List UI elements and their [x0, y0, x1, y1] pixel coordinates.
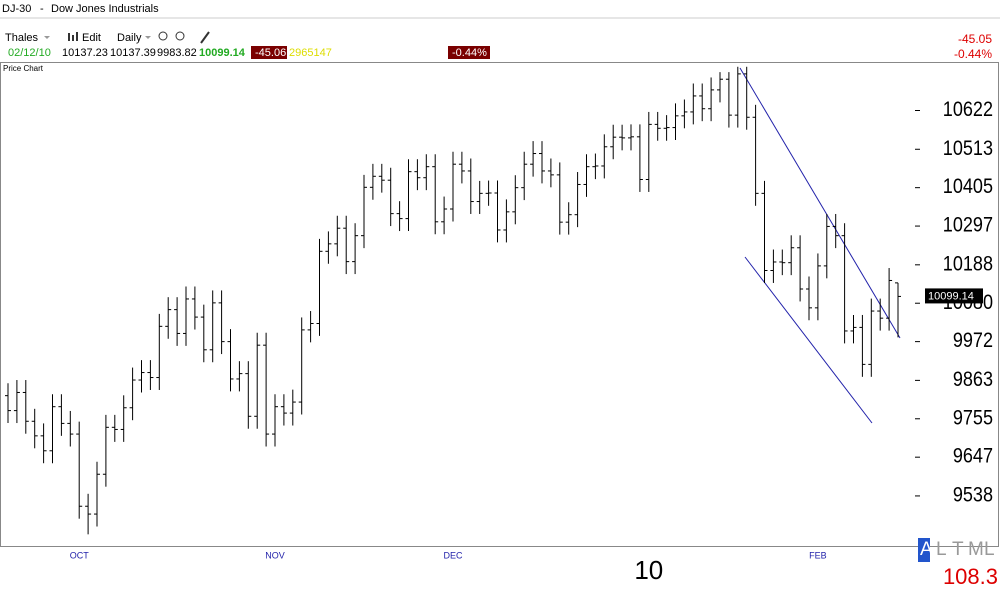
change-pct-box — [448, 46, 490, 59]
panel-label: Price Chart — [3, 64, 44, 73]
quote-change: -45.06 — [255, 47, 286, 59]
trend-line — [739, 67, 901, 339]
dropdown-arrow — [145, 36, 151, 39]
zoom-out-icon[interactable] — [175, 31, 185, 41]
quote-volume: 2965147 — [289, 47, 332, 59]
y-tick-label: 10513 — [943, 137, 993, 161]
y-tick-label: 10297 — [943, 213, 993, 237]
edit-button[interactable]: Edit — [82, 32, 101, 44]
x-tick-label: FEB — [809, 550, 827, 560]
x-tick-label: DEC — [443, 550, 463, 560]
mode-tab[interactable]: L — [936, 539, 947, 560]
instrument-name: Dow Jones Industrials — [51, 3, 159, 15]
y-tick-label: 9972 — [953, 329, 993, 353]
right-change-pct: -0.44% — [954, 47, 992, 61]
y-tick-label: 9647 — [953, 444, 993, 468]
symbol: DJ-30 — [2, 3, 31, 15]
last-price-label: 10099.14 — [928, 290, 974, 302]
y-tick-label: 10188 — [943, 252, 993, 276]
mode-tab[interactable]: M — [968, 539, 984, 560]
edit-icon — [72, 35, 74, 41]
x-tick-label: NOV — [265, 550, 285, 560]
draw-icon[interactable] — [200, 31, 210, 44]
x-tick-label: 10 — [634, 555, 663, 585]
trend-line — [744, 256, 873, 424]
mode-tab[interactable]: T — [952, 539, 964, 560]
y-tick-label: 10405 — [943, 175, 993, 199]
interval-menu[interactable]: Daily — [117, 32, 142, 44]
mode-tab[interactable]: L — [984, 539, 995, 560]
y-tick-label: 9538 — [953, 483, 993, 507]
y-tick-label: 10622 — [943, 98, 993, 122]
corner-value: 108.3 — [943, 564, 998, 589]
quote-low: 9983.82 — [157, 47, 197, 59]
quote-close: 10099.14 — [199, 47, 246, 59]
chart-frame — [0, 62, 999, 547]
edit-icon — [68, 33, 70, 41]
quote-high: 10137.39 — [110, 47, 156, 59]
separator: - — [40, 3, 44, 15]
right-change: -45.05 — [958, 32, 992, 46]
mode-tab[interactable]: A — [920, 539, 933, 560]
dropdown-arrow — [44, 36, 50, 39]
mode-tabs[interactable]: A L T ML — [920, 539, 995, 560]
edit-icon — [76, 32, 78, 41]
last-price-box — [925, 288, 983, 304]
account-menu[interactable]: Thales — [5, 32, 39, 44]
zoom-in-icon[interactable] — [158, 31, 168, 41]
quote-change-pct: -0.44% — [452, 47, 487, 59]
quote-open: 10137.23 — [62, 47, 108, 59]
change-box — [251, 46, 287, 59]
y-tick-label: 9755 — [953, 406, 993, 430]
y-tick-label: 9863 — [953, 368, 993, 392]
mode-highlight — [918, 538, 930, 562]
x-tick-label: OCT — [70, 550, 90, 560]
quote-date: 02/12/10 — [8, 47, 51, 59]
